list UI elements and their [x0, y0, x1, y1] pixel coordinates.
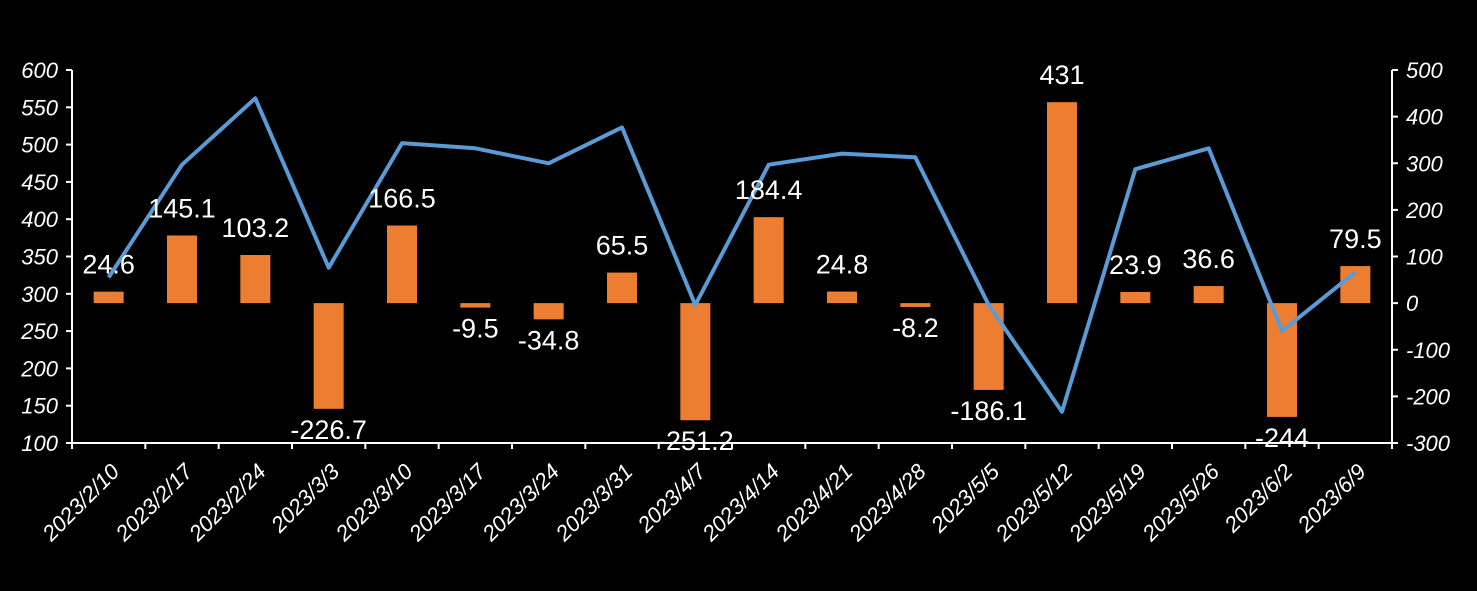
x-tick-label: 2023/6/9 [1292, 459, 1371, 538]
x-tick-label: 2023/4/21 [770, 459, 858, 547]
data-label: -226.7 [290, 415, 367, 445]
data-label: 24.6 [82, 250, 135, 280]
x-tick-label: 2023/3/17 [403, 458, 491, 546]
bar [240, 255, 271, 304]
left-tick-label: 400 [21, 207, 58, 232]
x-tick-label: 2023/2/17 [110, 458, 198, 546]
left-tick-label: 550 [21, 95, 58, 120]
data-label: 166.5 [368, 183, 436, 213]
bar [1047, 102, 1077, 304]
left-y-axis: 100 150 200 250 300 350 400 450 500 550 600 [20, 58, 73, 456]
x-tick-label: 2023/3/31 [550, 459, 638, 547]
x-tick-label: 2023/4/28 [843, 458, 931, 546]
right-tick-label: -200 [1406, 384, 1451, 409]
x-tick-label: 2023/5/26 [1137, 458, 1225, 546]
bar [900, 303, 931, 307]
bar [827, 291, 857, 304]
data-label: 431 [1039, 60, 1084, 90]
bar-series [93, 102, 1371, 421]
data-label: 23.9 [1109, 250, 1162, 280]
x-tick-label: 2023/6/2 [1219, 459, 1298, 538]
data-label: 79.5 [1329, 224, 1382, 254]
right-tick-label: -100 [1406, 338, 1451, 363]
right-tick-label: 0 [1406, 291, 1419, 316]
bar [167, 235, 197, 304]
bar [387, 225, 417, 304]
left-tick-label: 350 [21, 245, 58, 270]
line-series [107, 96, 1357, 414]
left-tick-label: 100 [21, 431, 58, 456]
data-label: 103.2 [222, 213, 290, 243]
data-label: 145.1 [148, 193, 216, 223]
bar [1120, 291, 1151, 304]
bar [533, 303, 564, 320]
left-tick-label: 200 [20, 356, 58, 381]
bar [313, 303, 344, 409]
left-tick-label: 300 [21, 282, 58, 307]
x-tick-label: 2023/5/19 [1063, 459, 1151, 547]
x-axis: 2023/2/102023/2/172023/2/242023/3/32023/… [37, 442, 1393, 547]
right-y-axis: -300 -200 -100 0 100 200 300 400 500 [1391, 58, 1451, 456]
x-tick-label: 2023/5/12 [990, 459, 1078, 547]
bar [607, 272, 637, 304]
data-label: -186.1 [950, 396, 1027, 426]
data-label: -244 [1255, 423, 1309, 453]
data-label: 65.5 [596, 231, 649, 261]
bar [93, 291, 124, 304]
right-tick-label: 500 [1406, 58, 1443, 83]
right-tick-label: 100 [1406, 245, 1443, 270]
data-label: -34.8 [518, 325, 580, 355]
x-tick-label: 2023/3/10 [330, 458, 418, 546]
data-label: -251.2 [657, 426, 734, 456]
x-tick-label: 2023/2/24 [183, 459, 271, 547]
bar [973, 303, 1004, 390]
bar [753, 217, 784, 304]
left-tick-label: 250 [20, 319, 58, 344]
left-tick-label: 150 [21, 394, 58, 419]
data-label: 36.6 [1182, 244, 1235, 274]
data-label: -9.5 [452, 314, 499, 344]
left-tick-label: 500 [21, 133, 58, 158]
bar [1340, 266, 1371, 304]
line-path [107, 96, 1357, 414]
bar [1193, 286, 1224, 304]
right-tick-label: -300 [1406, 431, 1451, 456]
right-tick-label: 300 [1406, 151, 1443, 176]
right-tick-label: 200 [1405, 198, 1443, 223]
x-tick-label: 2023/2/10 [37, 458, 125, 546]
data-label: -8.2 [892, 313, 939, 343]
x-tick-label: 2023/3/24 [477, 459, 565, 547]
right-tick-label: 400 [1406, 105, 1443, 130]
bar [460, 303, 491, 308]
data-label: 24.8 [816, 250, 869, 280]
left-tick-label: 600 [21, 58, 58, 83]
x-tick-label: 2023/4/14 [697, 459, 785, 547]
data-label: 184.4 [735, 175, 803, 205]
left-tick-label: 450 [21, 170, 58, 195]
bar [680, 303, 711, 421]
